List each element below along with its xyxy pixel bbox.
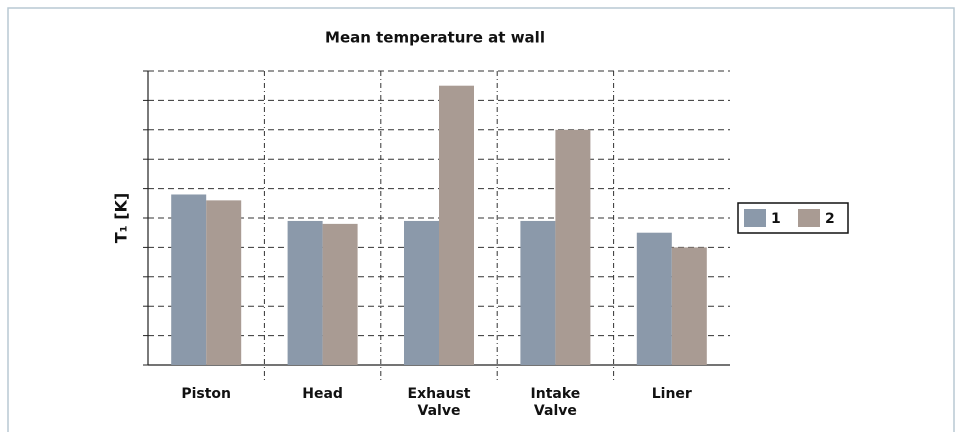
bar	[287, 220, 323, 365]
legend-swatch	[744, 209, 766, 227]
bar	[171, 194, 207, 365]
bar	[404, 220, 439, 365]
x-tick-label: Head	[302, 386, 343, 402]
frame	[7, 7, 955, 432]
legend-label: 1	[771, 211, 781, 227]
x-tick-label: Intake Valve	[530, 386, 581, 419]
bar	[439, 85, 474, 365]
bar	[555, 129, 591, 365]
bar	[520, 220, 556, 365]
chart-title: Mean temperature at wall	[325, 29, 545, 47]
bar	[206, 200, 242, 365]
x-tick-label: Piston	[181, 386, 232, 402]
x-tick-label: Exhaust Valve	[407, 386, 471, 419]
legend-swatch	[798, 209, 820, 227]
legend-box	[737, 202, 849, 234]
bar	[322, 223, 358, 365]
bar	[636, 232, 672, 365]
bar	[671, 247, 707, 365]
x-tick-label: Liner	[651, 386, 692, 402]
y-axis-label: T₁ [K]	[112, 193, 131, 244]
legend-label: 2	[825, 211, 835, 227]
